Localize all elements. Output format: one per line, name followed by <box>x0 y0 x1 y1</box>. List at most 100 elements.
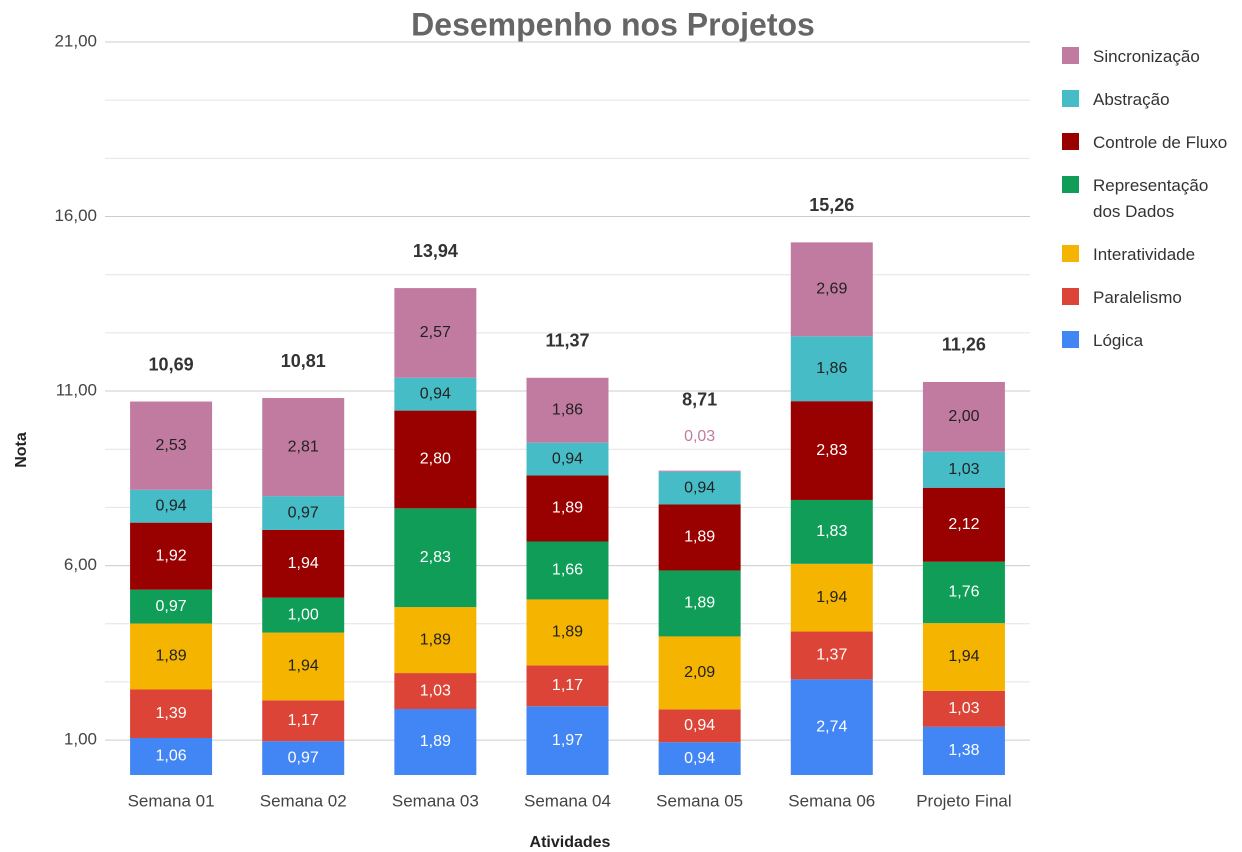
total-label: 11,26 <box>942 335 986 355</box>
bar-segment <box>790 499 873 564</box>
value-label: 0,94 <box>684 750 715 767</box>
bar-segment <box>394 508 477 608</box>
value-label: 2,81 <box>288 438 319 455</box>
value-label: 1,89 <box>420 631 451 648</box>
value-label: 0,03 <box>684 428 715 445</box>
bar-segment <box>262 529 345 598</box>
x-tick-label: Semana 01 <box>128 791 215 810</box>
legend-label: Representação dos Dados <box>1093 176 1209 221</box>
y-tick-label: 21,00 <box>54 31 97 50</box>
bar-segment <box>658 636 741 710</box>
legend-item: Interatividade <box>1062 242 1237 268</box>
value-label: 1,94 <box>288 658 319 675</box>
bar-segment <box>130 522 213 590</box>
value-label: 1,83 <box>816 523 847 540</box>
y-axis-title: Nota <box>13 432 30 468</box>
total-label: 11,37 <box>545 331 589 351</box>
value-label: 1,94 <box>816 589 847 606</box>
value-label: 2,69 <box>816 281 847 298</box>
value-label: 1,38 <box>948 742 979 759</box>
value-label: 0,97 <box>288 749 319 766</box>
total-label: 15,26 <box>809 195 854 215</box>
bar-segment <box>658 570 741 637</box>
bar-segment <box>394 709 477 775</box>
value-label: 1,76 <box>948 584 979 601</box>
legend-swatch <box>1062 245 1079 262</box>
value-label: 0,94 <box>156 497 187 514</box>
value-label: 2,57 <box>420 324 451 341</box>
bar-segment <box>262 700 345 742</box>
legend-item: Controle de Fluxo <box>1062 130 1237 156</box>
bar-segment <box>922 451 1005 488</box>
value-label: 1,89 <box>156 648 187 665</box>
bar-segment <box>130 589 213 624</box>
value-label: 1,94 <box>288 555 319 572</box>
bar-segment <box>790 631 873 680</box>
bar-segment <box>790 242 873 337</box>
value-label: 2,09 <box>684 664 715 681</box>
legend-item: Paralelismo <box>1062 285 1237 311</box>
bar-segment <box>130 738 213 775</box>
legend-swatch <box>1062 133 1079 150</box>
legend-label: Abstração <box>1093 90 1170 109</box>
bar-segment <box>790 563 873 632</box>
legend-item: Lógica <box>1062 328 1237 354</box>
value-label: 1,92 <box>156 547 187 564</box>
y-tick-label: 6,00 <box>64 555 97 574</box>
value-label: 1,00 <box>288 606 319 623</box>
value-label: 1,03 <box>948 461 979 478</box>
legend-item: Sincronização <box>1062 44 1237 70</box>
bar-segment <box>130 623 213 690</box>
value-label: 1,89 <box>684 595 715 612</box>
value-label: 1,03 <box>420 682 451 699</box>
total-label: 10,81 <box>281 351 326 371</box>
value-label: 2,00 <box>948 408 979 425</box>
x-tick-label: Semana 03 <box>392 791 479 810</box>
legend-item: Abstração <box>1062 87 1237 113</box>
value-label: 2,80 <box>420 451 451 468</box>
bar-segment <box>262 741 345 775</box>
bar-segment <box>526 541 609 600</box>
value-label: 1,66 <box>552 562 583 579</box>
value-label: 1,89 <box>552 500 583 517</box>
value-label: 1,17 <box>552 677 583 694</box>
value-label: 1,89 <box>684 529 715 546</box>
legend-item: Representação dos Dados <box>1062 173 1237 225</box>
legend-label: Sincronização <box>1093 47 1200 66</box>
x-tick-label: Semana 06 <box>788 791 875 810</box>
value-label: 0,94 <box>552 450 583 467</box>
bar-segment <box>130 689 213 739</box>
bar-segment <box>526 599 609 666</box>
value-label: 1,06 <box>156 748 187 765</box>
legend-label: Interatividade <box>1093 245 1196 264</box>
total-label: 13,94 <box>413 241 458 261</box>
value-label: 0,97 <box>288 504 319 521</box>
bar-segment <box>526 706 609 775</box>
bar-segment <box>658 742 741 775</box>
value-label: 2,74 <box>816 718 847 735</box>
x-tick-label: Semana 02 <box>260 791 347 810</box>
bar-segment <box>658 471 741 505</box>
value-label: 1,37 <box>816 647 847 664</box>
value-label: 0,94 <box>684 479 715 496</box>
bar-segment <box>922 690 1005 727</box>
y-tick-label: 11,00 <box>56 381 97 400</box>
legend-swatch <box>1062 331 1079 348</box>
bar-segment <box>262 398 345 497</box>
value-label: 1,39 <box>156 705 187 722</box>
legend-swatch <box>1062 176 1079 193</box>
legend-swatch <box>1062 90 1079 107</box>
bar-segment <box>658 470 741 472</box>
value-label: 1,86 <box>552 401 583 418</box>
value-label: 1,97 <box>552 732 583 749</box>
bar-segment <box>790 679 873 775</box>
bar-segment <box>394 288 477 378</box>
x-tick-label: Semana 04 <box>524 791 611 810</box>
legend-label: Lógica <box>1093 331 1144 350</box>
bar-segment <box>658 504 741 571</box>
legend-swatch <box>1062 288 1079 305</box>
x-axis-title: Atividades <box>530 834 611 851</box>
value-label: 0,94 <box>684 717 715 734</box>
